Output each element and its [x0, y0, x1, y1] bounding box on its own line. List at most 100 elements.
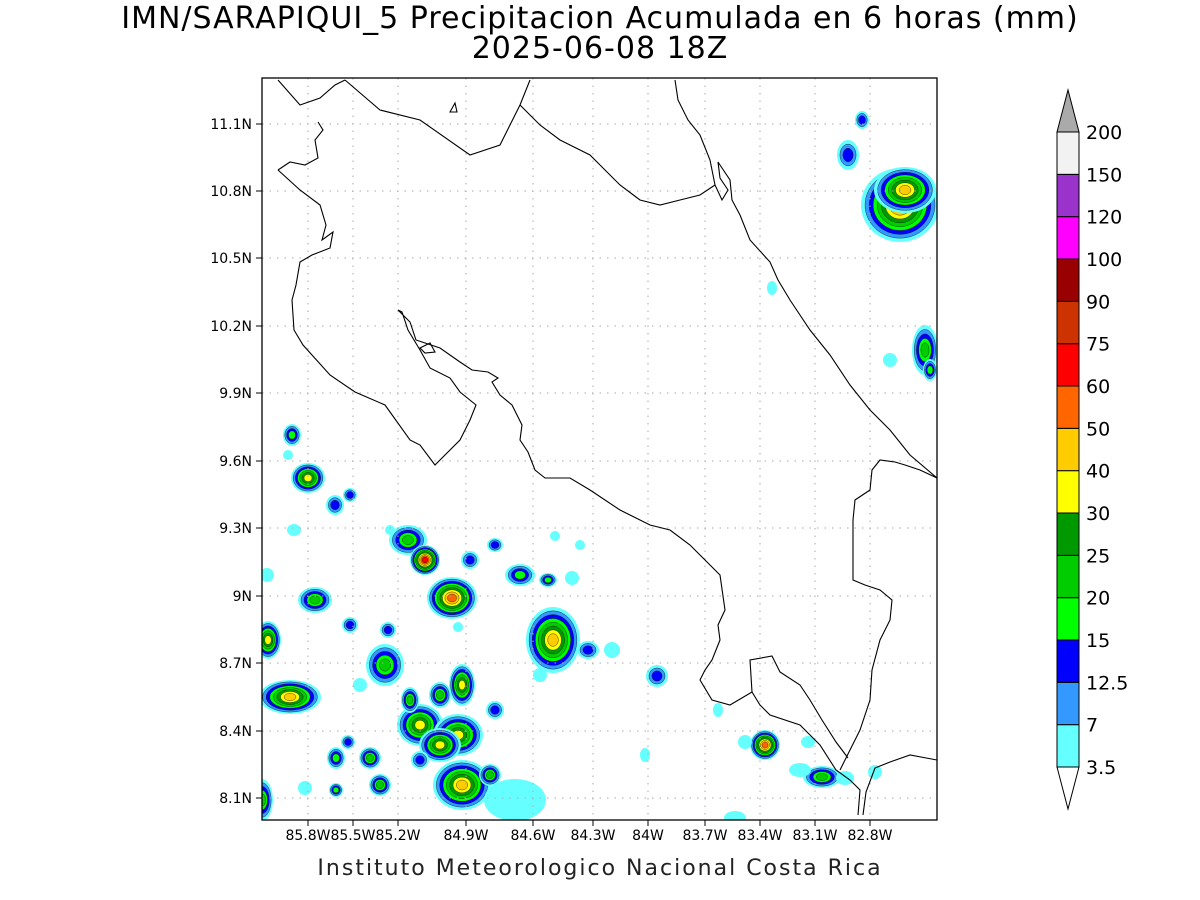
- precip-contour: [435, 740, 445, 750]
- precip-cell: [427, 577, 477, 619]
- lat-lon-grid: [262, 78, 937, 820]
- precip-contour: [447, 593, 457, 603]
- precipitation-field: [262, 111, 937, 820]
- precip-contour: [376, 781, 384, 789]
- precip-contour: [490, 705, 500, 715]
- precip-contour: [858, 115, 866, 125]
- precip-contour: [330, 500, 340, 510]
- legend-level-label: 100: [1086, 249, 1122, 271]
- precip-contour: [883, 353, 897, 367]
- precip-cell: [291, 463, 325, 493]
- legend-level-label: 90: [1086, 291, 1110, 313]
- precip-contour: [332, 786, 340, 794]
- legend-level-label: 20: [1086, 588, 1110, 610]
- credit-line: Instituto Meteorologico Nacional Costa R…: [317, 856, 883, 881]
- y-tick-label: 10.8N: [210, 184, 252, 200]
- legend-swatch: [1056, 512, 1080, 556]
- precip-contour: [761, 741, 769, 749]
- legend-swatch: [1056, 385, 1080, 429]
- precip-cell: [604, 642, 620, 658]
- precip-cell: [283, 450, 293, 460]
- precip-cell: [401, 687, 419, 713]
- legend-swatch: [1056, 173, 1080, 218]
- legend-swatch: [1056, 131, 1080, 175]
- precip-cell: [327, 747, 345, 769]
- precip-cell: [461, 551, 479, 569]
- precip-contour: [640, 748, 650, 762]
- legend-swatch: [1056, 427, 1080, 472]
- precip-cell: [341, 735, 355, 749]
- precip-contour: [288, 430, 296, 440]
- legend-level-label: 120: [1086, 207, 1122, 229]
- precip-contour: [842, 148, 854, 162]
- y-tick-label: 10.5N: [210, 251, 252, 267]
- precip-cell: [486, 701, 504, 719]
- precip-contour: [514, 570, 526, 580]
- precip-cell: [837, 140, 859, 170]
- precip-contour: [767, 281, 777, 295]
- legend-swatch: [1056, 724, 1080, 768]
- precip-contour: [283, 693, 297, 701]
- legend-under-triangle: [1056, 766, 1080, 811]
- plot-frame: [261, 77, 938, 821]
- precip-cell: [724, 811, 746, 820]
- precip-contour: [415, 755, 425, 765]
- precip-contour: [801, 736, 815, 748]
- precip-contour: [353, 678, 367, 692]
- precip-cell: [487, 538, 503, 552]
- legend-swatch: [1056, 681, 1080, 726]
- precip-contour: [490, 541, 500, 549]
- legend-swatch: [1056, 300, 1080, 345]
- x-tick-label: 82.8W: [847, 828, 892, 844]
- precip-contour: [264, 635, 272, 645]
- legend-level-label: 60: [1086, 376, 1110, 398]
- precip-cell: [419, 728, 461, 762]
- precip-contour: [713, 703, 723, 717]
- y-tick-label: 8.1N: [219, 791, 252, 807]
- map-title: IMN/SARAPIQUI_5 Precipitacion Acumulada …: [121, 1, 1079, 36]
- precip-contour: [406, 695, 414, 705]
- precip-contour: [456, 779, 468, 791]
- legend-swatch: [1056, 554, 1080, 599]
- precip-cell: [868, 765, 882, 779]
- legend-level-label: 75: [1086, 334, 1110, 356]
- y-tick-label: 8.7N: [219, 656, 252, 672]
- precip-cell: [359, 747, 381, 769]
- y-tick-label: 8.4N: [219, 724, 252, 740]
- precip-cell: [342, 617, 358, 633]
- precip-cell: [577, 641, 599, 659]
- legend-level-label: 12.5: [1086, 672, 1128, 694]
- precip-cell: [923, 359, 937, 381]
- precip-cell: [329, 783, 343, 797]
- precip-contour: [414, 720, 426, 730]
- precip-contour: [651, 670, 663, 682]
- precip-contour: [385, 525, 395, 535]
- precip-cell: [803, 766, 841, 788]
- x-tick-label: 83.4W: [737, 828, 782, 844]
- precip-cell: [343, 488, 357, 502]
- precip-cell: [298, 781, 312, 795]
- precip-contour: [582, 645, 594, 655]
- precip-cell: [429, 682, 451, 708]
- precip-contour: [383, 625, 393, 635]
- x-tick-label: 85.2W: [375, 828, 420, 844]
- legend-swatch: [1056, 343, 1080, 387]
- precip-cell: [646, 665, 668, 687]
- precip-contour: [309, 595, 321, 605]
- legend-level-label: 200: [1086, 122, 1122, 144]
- precip-contour: [816, 773, 828, 781]
- precip-cell: [801, 736, 815, 748]
- coastline: [277, 79, 937, 816]
- map-timestamp: 2025-06-08 18Z: [471, 31, 729, 66]
- precip-contour: [453, 622, 463, 632]
- precip-contour: [604, 642, 620, 658]
- precip-contour: [344, 738, 352, 746]
- precip-cell: [262, 568, 274, 582]
- legend-swatch: [1056, 216, 1080, 260]
- precip-cell: [283, 424, 301, 446]
- precip-contour: [484, 779, 546, 820]
- precip-cell: [505, 564, 535, 586]
- precip-contour: [533, 668, 547, 682]
- precip-cell: [366, 644, 404, 686]
